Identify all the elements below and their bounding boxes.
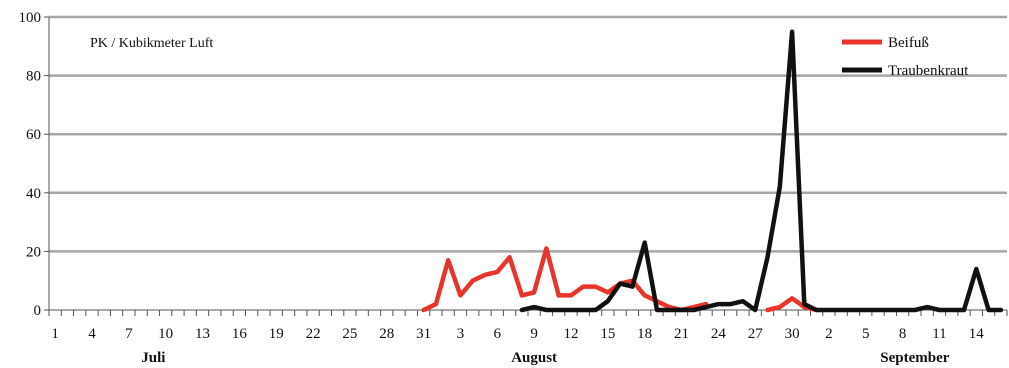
x-tick-label: 9 xyxy=(530,326,538,342)
x-tick-label: 25 xyxy=(342,326,357,342)
y-tick-label: 60 xyxy=(26,127,41,143)
x-tick-label: 24 xyxy=(711,326,727,342)
month-label: August xyxy=(511,350,557,366)
x-tick-label: 13 xyxy=(195,326,210,342)
y-tick-label: 40 xyxy=(26,186,41,202)
x-tick-label: 28 xyxy=(379,326,394,342)
month-label: September xyxy=(880,350,949,366)
series-line-beifuss xyxy=(421,246,709,313)
x-tick-label: 31 xyxy=(416,326,431,342)
y-tick-label: 0 xyxy=(34,303,42,319)
data-series xyxy=(421,29,1004,313)
y-tick-label: 20 xyxy=(26,244,41,260)
x-tick-label: 4 xyxy=(88,326,96,342)
series-line-traubenkraut xyxy=(519,29,1004,313)
x-tick-labels: 1 4 7 10 13 16 19 22 25 28 31 3 6 9 12 15 18 21 24 27 30 2 5 8 1… xyxy=(51,326,984,342)
x-tick-label: 11 xyxy=(932,326,946,342)
x-tick-label: 12 xyxy=(563,326,578,342)
x-tick-label: 8 xyxy=(899,326,907,342)
x-tick-label: 5 xyxy=(862,326,870,342)
grid-lines xyxy=(44,15,1007,311)
y-tick-label: 100 xyxy=(19,10,42,26)
x-tick-label: 30 xyxy=(785,326,800,342)
x-tick-label: 14 xyxy=(969,326,985,342)
month-label: Juli xyxy=(141,350,165,366)
axes xyxy=(48,17,1008,316)
x-tick-label: 3 xyxy=(457,326,465,342)
unit-label: PK / Kubikmeter Luft xyxy=(90,36,213,51)
legend-label: Beifuß xyxy=(888,35,929,51)
legend: Beifuß Traubenkraut xyxy=(842,35,969,79)
x-tick-label: 21 xyxy=(674,326,689,342)
x-tick-label: 19 xyxy=(269,326,284,342)
x-tick-label: 2 xyxy=(825,326,833,342)
x-tick-label: 1 xyxy=(51,326,59,342)
x-tick-label: 22 xyxy=(306,326,321,342)
x-tick-label: 18 xyxy=(637,326,652,342)
x-tick-label: 10 xyxy=(158,326,173,342)
y-tick-labels: 0 20 40 60 80 100 xyxy=(19,10,42,319)
x-tick-label: 6 xyxy=(494,326,502,342)
x-tick-label: 7 xyxy=(125,326,133,342)
legend-label: Traubenkraut xyxy=(888,63,969,79)
month-labels: Juli August September xyxy=(141,350,949,366)
x-tick-label: 27 xyxy=(748,326,764,342)
x-tick-label: 15 xyxy=(600,326,615,342)
x-tick-label: 16 xyxy=(232,326,248,342)
y-tick-label: 80 xyxy=(26,69,41,85)
